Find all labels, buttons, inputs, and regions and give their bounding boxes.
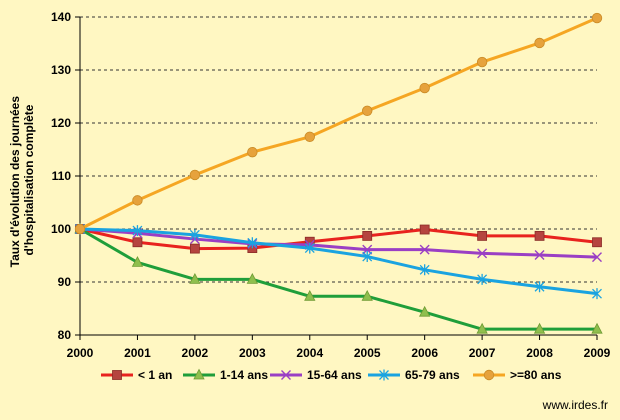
data-point <box>362 251 373 263</box>
legend-swatch-marker <box>379 369 389 381</box>
series-line <box>79 227 598 296</box>
legend-item-2: 15-64 ans <box>270 368 362 382</box>
y-tick-label: 120 <box>51 116 71 130</box>
data-point <box>476 56 488 68</box>
data-point <box>189 229 200 241</box>
data-point <box>304 131 315 142</box>
data-point <box>189 243 200 254</box>
credit-text: www.irdes.fr <box>542 398 608 412</box>
x-tick-label: 2008 <box>526 346 553 360</box>
y-tick-label: 100 <box>51 222 71 236</box>
data-point <box>592 288 602 300</box>
legend-label: 15-64 ans <box>307 368 362 382</box>
data-point <box>361 289 373 301</box>
x-tick-label: 2005 <box>354 346 381 360</box>
legend-item-0: < 1 an <box>101 368 172 382</box>
data-point <box>476 322 488 334</box>
data-point <box>132 195 143 206</box>
x-tick-label: 2001 <box>124 346 151 360</box>
data-point <box>419 224 430 235</box>
series-line <box>79 227 598 259</box>
data-point <box>534 230 545 241</box>
data-point <box>362 230 373 241</box>
data-point <box>477 248 488 259</box>
data-point <box>132 225 143 237</box>
legend-item-1: 1-14 ans <box>183 368 268 382</box>
data-point <box>362 105 373 117</box>
legend-item-4: >=80 ans <box>473 368 562 382</box>
legend-swatch-marker <box>281 370 291 380</box>
data-point <box>419 82 430 94</box>
x-tick-label: 2000 <box>67 346 94 360</box>
data-point <box>189 169 201 181</box>
legend-swatch-marker <box>112 370 122 380</box>
legend-item-3: 65-79 ans <box>368 368 460 382</box>
series-line <box>79 227 598 251</box>
x-tick-label: 2002 <box>182 346 209 360</box>
data-point <box>419 305 431 317</box>
y-tick-label: 80 <box>58 328 72 342</box>
data-point <box>131 256 144 267</box>
series-4 <box>74 12 603 235</box>
data-point <box>534 281 545 293</box>
data-point <box>304 242 315 254</box>
legend: < 1 an 1-14 ans 15-64 ans 65-79 ans >=80 ans <box>101 368 562 382</box>
data-point <box>477 230 488 241</box>
y-axis-title: Taux d'évolution des journées d'hospital… <box>8 93 36 268</box>
y-tick-label: 140 <box>51 10 71 24</box>
data-point <box>592 237 602 248</box>
data-point <box>132 237 143 248</box>
series <box>74 12 603 334</box>
data-point <box>246 272 258 284</box>
data-point <box>591 322 603 334</box>
axes: 80 90 100 110 120 130 140 2000 2001 2002 2003 2004 2… <box>51 10 611 360</box>
x-tick-label: 2006 <box>411 346 438 360</box>
legend-swatch-marker <box>193 368 205 380</box>
data-point <box>247 237 258 249</box>
data-point <box>74 223 86 235</box>
grid <box>80 16 597 283</box>
x-tick-label: 2003 <box>239 346 266 360</box>
data-point <box>189 272 201 284</box>
data-point <box>533 322 546 334</box>
data-point <box>419 264 430 276</box>
data-point <box>534 249 545 260</box>
x-tick-label: 2007 <box>469 346 496 360</box>
data-point <box>592 252 602 263</box>
data-point <box>247 146 258 158</box>
legend-swatch-marker <box>483 369 495 381</box>
series-line <box>79 227 597 331</box>
y-tick-label: 130 <box>51 63 71 77</box>
data-point <box>591 12 603 24</box>
legend-label: 65-79 ans <box>405 368 460 382</box>
legend-label: 1-14 ans <box>220 368 268 382</box>
data-point <box>419 244 430 255</box>
x-tick-label: 2009 <box>584 346 611 360</box>
y-axis-title-line-2: d'hospitalisation complète <box>22 104 36 255</box>
legend-label: >=80 ans <box>510 368 562 382</box>
data-point <box>304 289 316 301</box>
legend-label: < 1 an <box>138 368 172 382</box>
y-tick-label: 110 <box>52 169 72 183</box>
series-1 <box>74 222 603 334</box>
x-tick-label: 2004 <box>296 346 323 360</box>
data-point <box>534 37 545 49</box>
y-axis-title-line-1: Taux d'évolution des journées <box>8 96 22 268</box>
y-tick-label: 90 <box>58 275 72 289</box>
data-point <box>477 273 488 285</box>
series-line <box>79 16 598 231</box>
